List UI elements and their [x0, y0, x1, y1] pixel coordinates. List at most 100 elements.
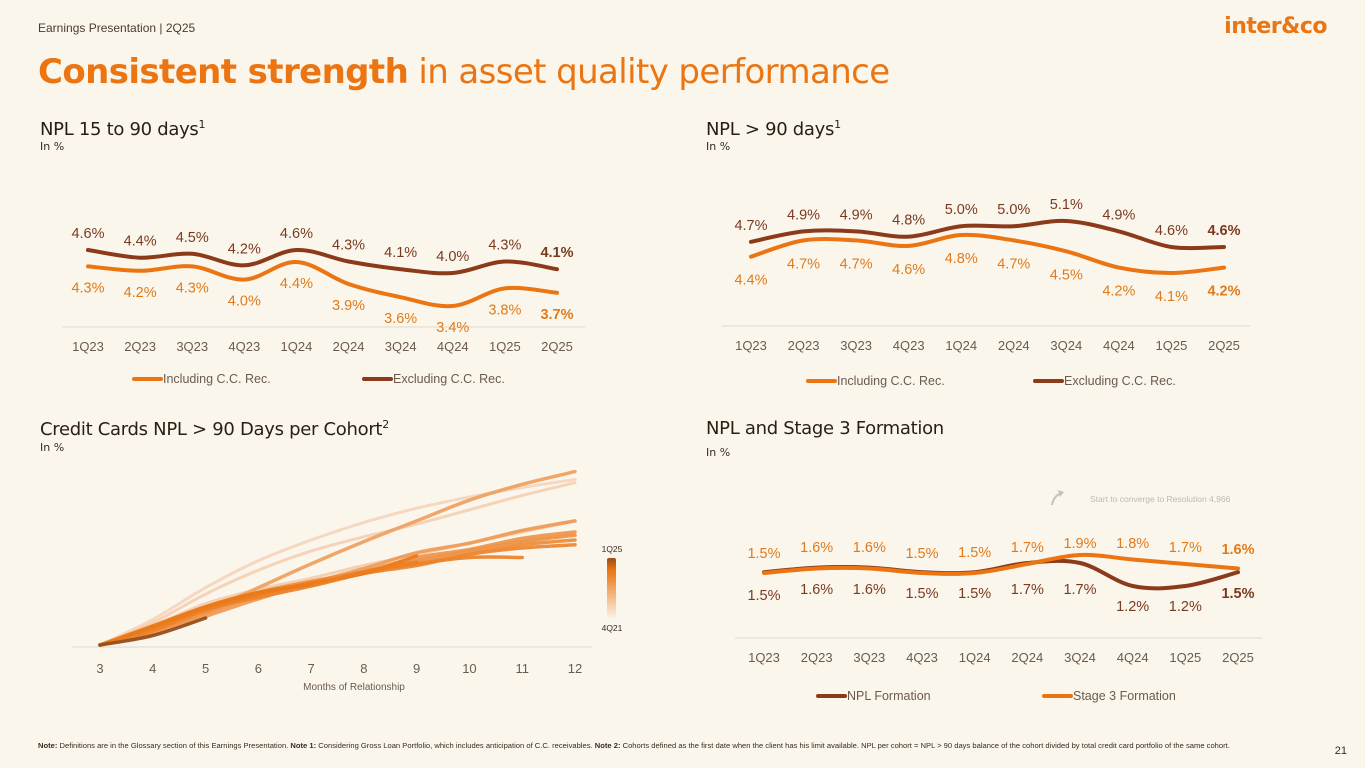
npl15-data-label: 4.0% — [228, 294, 261, 310]
npl15-data-label: 3.7% — [540, 307, 573, 323]
npl90-data-label: 4.6% — [1155, 223, 1188, 239]
npl90-data-label: 4.2% — [1102, 284, 1135, 300]
cohort-plot: 3 4 5 6 7 8 9 10 11 12 Months of Relationship 1Q25 4… — [72, 469, 623, 693]
npl15-data-label: 4.3% — [176, 280, 209, 296]
npl15-x-tick: 2Q24 — [333, 339, 365, 354]
npl15-x-tick: 3Q23 — [176, 339, 208, 354]
npl90-x-tick: 1Q24 — [945, 338, 977, 353]
cohort-unit: In % — [40, 441, 65, 454]
npl90-x-tick: 1Q25 — [1156, 338, 1188, 353]
formation-data-label: 1.5% — [1221, 586, 1254, 602]
npl15-data-label: 4.2% — [124, 285, 157, 301]
formation-data-label: 1.7% — [1063, 582, 1096, 598]
inter-co-logo: inter&co — [1224, 14, 1327, 39]
formation-data-label: 1.2% — [1116, 599, 1149, 615]
npl15-unit: In % — [40, 140, 65, 153]
formation-title: NPL and Stage 3 Formation — [706, 418, 944, 439]
npl90-data-label: 4.9% — [840, 207, 873, 223]
npl90-data-label: 4.7% — [840, 256, 873, 272]
npl15-plot: 1Q23 2Q23 3Q23 4Q23 1Q24 2Q24 3Q24 4Q24 1Q25 2Q25… — [62, 226, 585, 386]
npl15-x-tick: 4Q24 — [437, 339, 469, 354]
formation-series-0-line — [762, 558, 1240, 591]
npl90-unit: In % — [706, 140, 731, 153]
page-title-bold: Consistent strength — [38, 52, 409, 92]
npl15-title-text: NPL 15 to 90 days — [40, 119, 199, 140]
cohort-x-tick: 5 — [202, 661, 209, 676]
formation-plot: 1Q23 2Q23 3Q23 4Q23 1Q24 2Q24 3Q24 4Q24 1Q25 2Q25… — [735, 490, 1262, 703]
npl90-data-label: 4.6% — [1207, 223, 1240, 239]
formation-data-label: 1.6% — [800, 540, 833, 556]
npl90-data-label: 4.8% — [945, 251, 978, 267]
formation-legend-label: NPL Formation — [847, 689, 931, 703]
npl90-x-tick: 1Q23 — [735, 338, 767, 353]
npl90-x-tick: 4Q24 — [1103, 338, 1135, 353]
npl90-data-label: 5.1% — [1050, 197, 1083, 213]
npl15-data-label: 3.9% — [332, 298, 365, 314]
npl15-data-label: 4.3% — [71, 280, 104, 296]
formation-data-label: 1.7% — [1011, 582, 1044, 598]
npl90-data-label: 4.6% — [892, 262, 925, 278]
npl15-data-label: 4.0% — [436, 249, 469, 265]
formation-data-label: 1.9% — [1063, 536, 1096, 552]
npl90-x-tick: 2Q24 — [998, 338, 1030, 353]
npl15-footnote-ref: 1 — [198, 118, 206, 131]
note1-text: Considering Gross Loan Portfolio, which … — [316, 741, 595, 750]
footnote: Note: Definitions are in the Glossary se… — [38, 741, 1298, 751]
npl90-data-label: 4.1% — [1155, 289, 1188, 305]
npl15-data-label: 4.2% — [228, 241, 261, 257]
formation-data-label: 1.2% — [1169, 599, 1202, 615]
note-label: Note: — [38, 741, 58, 750]
npl90-x-tick: 2Q23 — [788, 338, 820, 353]
cohort-title-text: Credit Cards NPL > 90 Days per Cohort — [40, 419, 383, 440]
npl15-data-label: 3.6% — [384, 311, 417, 327]
npl90-data-label: 4.2% — [1207, 284, 1240, 300]
npl15-data-label: 4.1% — [540, 245, 573, 261]
npl90-legend-label: Including C.C. Rec. — [837, 374, 945, 388]
note-text: Definitions are in the Glossary section … — [57, 741, 291, 750]
npl90-x-tick: 3Q24 — [1050, 338, 1082, 353]
npl90-data-label: 5.0% — [945, 202, 978, 218]
npl90-data-label: 4.4% — [734, 273, 767, 289]
npl90-plot: 1Q23 2Q23 3Q23 4Q23 1Q24 2Q24 3Q24 4Q24 1Q25 2Q25… — [722, 197, 1250, 388]
convergence-arrowhead-icon — [1058, 490, 1064, 497]
npl90-data-label: 4.5% — [1050, 267, 1083, 283]
formation-unit: In % — [706, 446, 731, 459]
formation-data-label: 1.5% — [747, 546, 780, 562]
npl90-title: NPL > 90 days1 — [706, 118, 841, 140]
cohort-x-axis-label: Months of Relationship — [303, 682, 405, 693]
npl90-footnote-ref: 1 — [834, 118, 841, 131]
npl90-series-1-line — [749, 218, 1226, 251]
cohort-series-line — [98, 481, 577, 647]
cohort-x-tick: 9 — [413, 661, 420, 676]
cohort-x-tick: 4 — [149, 661, 156, 676]
formation-data-label: 1.6% — [800, 582, 833, 598]
page-title-rest: in asset quality performance — [408, 52, 890, 92]
formation-data-label: 1.5% — [747, 588, 780, 604]
npl15-data-label: 4.1% — [384, 245, 417, 261]
cohort-footnote-ref: 2 — [382, 418, 389, 431]
presentation-subtitle: Earnings Presentation | 2Q25 — [38, 21, 196, 35]
npl90-data-label: 4.9% — [787, 207, 820, 223]
formation-x-tick: 3Q24 — [1064, 650, 1096, 665]
formation-data-label: 1.8% — [1116, 536, 1149, 552]
npl90-title-text: NPL > 90 days — [706, 119, 835, 140]
npl15-data-label: 3.8% — [488, 302, 521, 318]
formation-data-label: 1.6% — [853, 582, 886, 598]
formation-data-label: 1.6% — [1221, 542, 1254, 558]
formation-x-tick: 1Q23 — [748, 650, 780, 665]
page-title: Consistent strength in asset quality per… — [38, 52, 890, 92]
formation-title-text: NPL and Stage 3 Formation — [706, 418, 944, 439]
npl15-x-tick: 3Q24 — [385, 339, 417, 354]
cohort-series-line — [98, 582, 313, 647]
formation-series-1-line — [762, 552, 1240, 576]
formation-data-label: 1.7% — [1169, 540, 1202, 556]
cohort-x-tick: 11 — [515, 661, 529, 676]
npl90-x-tick: 3Q23 — [840, 338, 872, 353]
cohort-x-tick: 3 — [96, 661, 103, 676]
formation-x-tick: 1Q24 — [959, 650, 991, 665]
cohort-x-tick: 8 — [360, 661, 367, 676]
formation-data-label: 1.7% — [1011, 540, 1044, 556]
note1-label: Note 1: — [290, 741, 317, 750]
formation-x-tick: 4Q23 — [906, 650, 938, 665]
